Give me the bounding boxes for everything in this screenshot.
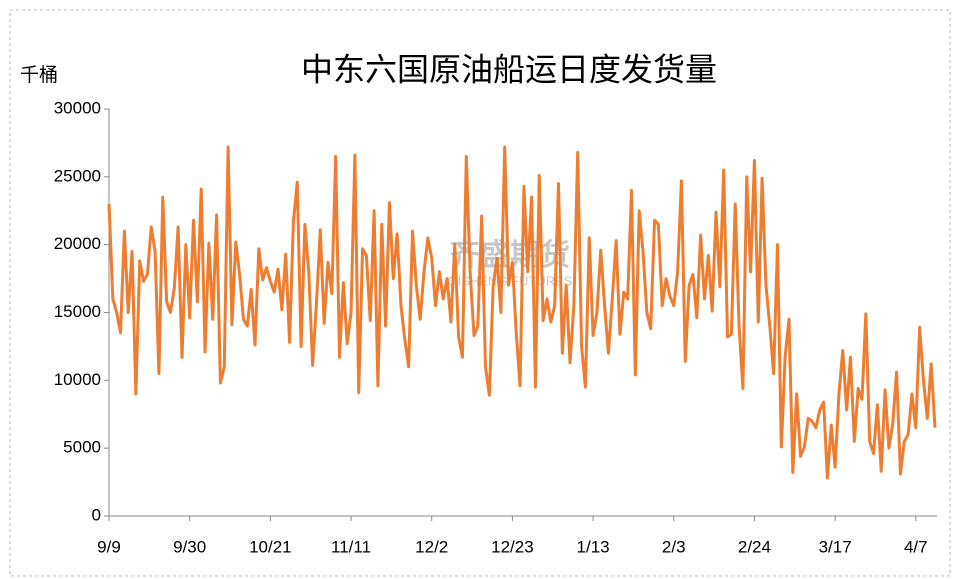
x-tick-label: 12/2 [415, 537, 448, 556]
x-tick-label: 4/7 [904, 537, 928, 556]
x-tick-label: 10/21 [249, 537, 292, 556]
x-tick-label: 9/9 [97, 537, 121, 556]
x-tick-label: 3/17 [819, 537, 852, 556]
y-tick-label: 15000 [54, 302, 101, 321]
x-tick-label: 2/24 [738, 537, 771, 556]
x-tick-label: 11/11 [331, 537, 371, 556]
y-tick-label: 10000 [54, 370, 101, 389]
y-tick-label: 0 [92, 505, 101, 524]
x-tick-label: 2/3 [662, 537, 686, 556]
y-tick-label: 20000 [54, 234, 101, 253]
x-tick-label: 1/13 [577, 537, 610, 556]
x-tick-label: 9/30 [173, 537, 206, 556]
y-tick-label: 5000 [63, 438, 101, 457]
data-line [107, 145, 937, 480]
chart-title: 中东六国原油船运日度发货量 [301, 51, 717, 87]
y-tick-label: 25000 [54, 166, 101, 185]
x-tick-label: 12/23 [491, 537, 534, 556]
y-axis-label: 千桶 [20, 64, 58, 86]
y-tick-label: 30000 [54, 98, 101, 117]
